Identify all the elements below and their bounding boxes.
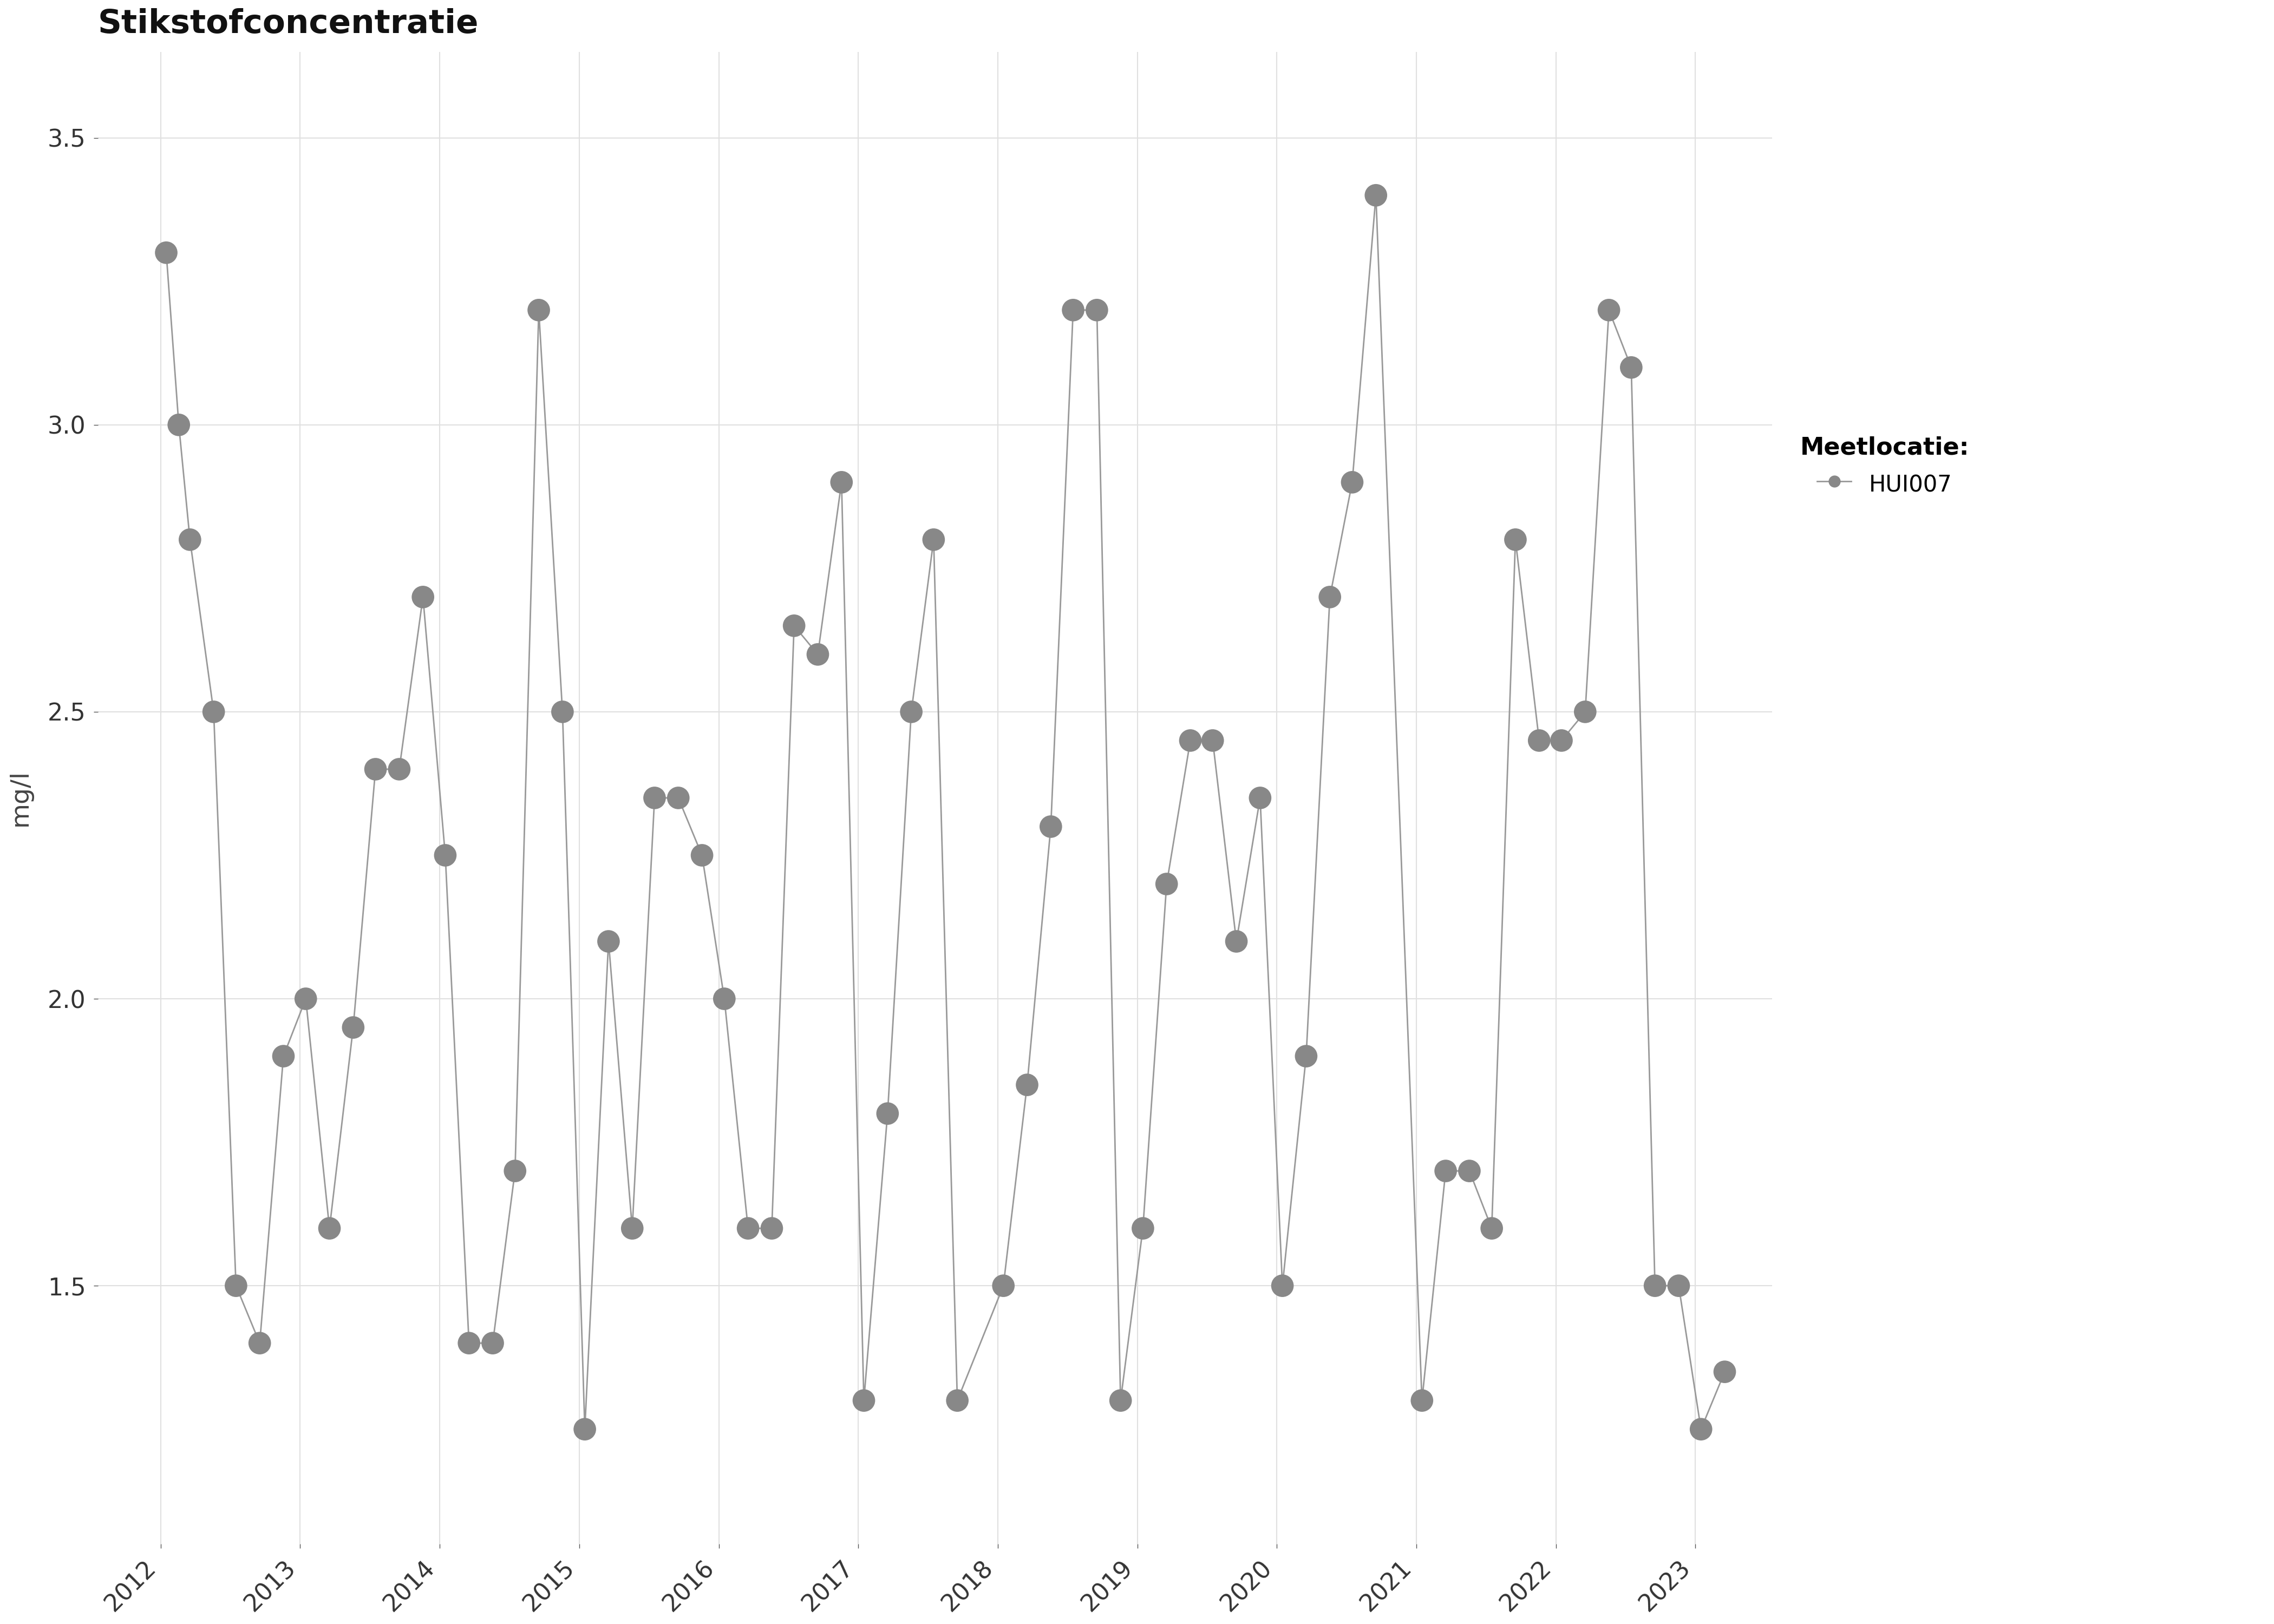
Point [1171,728,1207,754]
Point [196,698,232,724]
Point [521,297,557,323]
Point [775,612,812,638]
Point [496,1158,532,1184]
Point [591,929,628,955]
Point [1148,870,1185,896]
Point [1219,929,1255,955]
Y-axis label: mg/l: mg/l [9,770,32,827]
Point [823,469,860,495]
Point [637,784,673,810]
Point [287,986,323,1012]
Point [1428,1158,1464,1184]
Point [428,843,464,869]
Point [1194,728,1230,754]
Point [684,843,721,869]
Point [1242,784,1278,810]
Point [1706,1359,1742,1385]
Legend: HUI007: HUI007 [1801,437,1969,499]
Point [800,641,837,667]
Point [1403,1387,1439,1413]
Point [450,1330,487,1356]
Point [566,1416,603,1442]
Point [1451,1158,1487,1184]
Point [1683,1416,1719,1442]
Point [1103,1387,1139,1413]
Point [1637,1273,1674,1299]
Point [543,698,580,724]
Point [1496,526,1533,552]
Point [730,1215,766,1241]
Point [1474,1215,1510,1241]
Point [1055,297,1092,323]
Point [1335,469,1371,495]
Point [1544,728,1580,754]
Point [1032,814,1069,840]
Point [614,1215,650,1241]
Point [1287,1043,1323,1069]
Point [1010,1072,1046,1098]
Point [1358,182,1394,208]
Point [1592,297,1628,323]
Point [1312,585,1348,611]
Point [475,1330,512,1356]
Point [334,1015,371,1041]
Point [405,585,441,611]
Point [173,526,209,552]
Point [266,1043,302,1069]
Point [985,1273,1021,1299]
Point [241,1330,277,1356]
Point [707,986,744,1012]
Point [161,412,198,438]
Text: Stikstofconcentratie: Stikstofconcentratie [98,8,480,41]
Point [218,1273,255,1299]
Point [916,526,953,552]
Point [1660,1273,1696,1299]
Point [846,1387,882,1413]
Point [312,1215,348,1241]
Point [869,1101,905,1127]
Point [357,757,393,783]
Point [1521,728,1558,754]
Point [753,1215,789,1241]
Point [1264,1273,1301,1299]
Point [939,1387,976,1413]
Point [659,784,696,810]
Point [1126,1215,1162,1241]
Point [148,240,184,266]
Point [1567,698,1603,724]
Point [1612,354,1649,380]
Point [382,757,418,783]
Point [894,698,930,724]
Point [1078,297,1114,323]
